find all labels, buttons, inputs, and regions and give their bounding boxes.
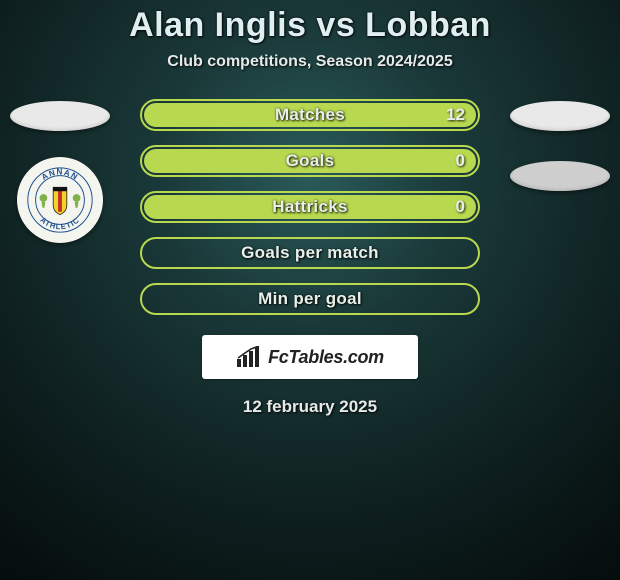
left-column: ANNAN ATHLETIC [0, 99, 120, 243]
bar-chart-icon [236, 346, 262, 368]
stat-label: Min per goal [258, 289, 362, 309]
brand-badge: FcTables.com [202, 335, 418, 379]
stat-bar: Min per goal [140, 283, 480, 315]
comparison-card: Alan Inglis vs Lobban Club competitions,… [0, 0, 620, 417]
club-avatar-right [510, 161, 610, 191]
brand-text: FcTables.com [268, 347, 384, 368]
right-column [500, 99, 620, 191]
stat-bar: Goals 0 [140, 145, 480, 177]
stat-value: 0 [456, 197, 465, 217]
annan-crest-icon: ANNAN ATHLETIC [21, 161, 99, 239]
date-text: 12 february 2025 [0, 397, 620, 417]
stat-label: Goals per match [241, 243, 379, 263]
stat-label: Hattricks [272, 197, 347, 217]
stat-bar: Hattricks 0 [140, 191, 480, 223]
arena: ANNAN ATHLETIC [0, 99, 620, 315]
stat-label: Goals [286, 151, 335, 171]
page-title: Alan Inglis vs Lobban [0, 6, 620, 45]
stat-value: 12 [446, 105, 465, 125]
player-avatar-left [10, 101, 110, 131]
stat-bar: Matches 12 [140, 99, 480, 131]
club-crest-left: ANNAN ATHLETIC [17, 157, 103, 243]
stat-label: Matches [275, 105, 345, 125]
stat-bar: Goals per match [140, 237, 480, 269]
player-avatar-right [510, 101, 610, 131]
stat-bars: Matches 12 Goals 0 Hattricks 0 Goals per match… [140, 99, 480, 315]
stat-value: 0 [456, 151, 465, 171]
subtitle: Club competitions, Season 2024/2025 [0, 53, 620, 71]
